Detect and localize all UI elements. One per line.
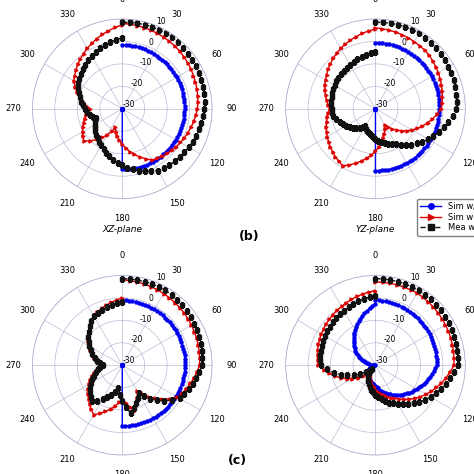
X-axis label: XZ-plane: XZ-plane <box>102 225 142 234</box>
Text: (b): (b) <box>238 230 259 244</box>
X-axis label: YZ-plane: YZ-plane <box>356 225 395 234</box>
Legend: Sim w/o EBG, Sim w EBG, Mea w EBG: Sim w/o EBG, Sim w EBG, Mea w EBG <box>417 199 474 236</box>
Text: (c): (c) <box>228 454 246 467</box>
